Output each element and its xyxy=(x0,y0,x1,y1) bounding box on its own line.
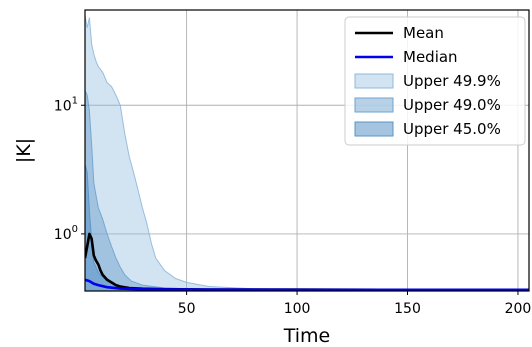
y-tick-label: 101 xyxy=(54,95,78,114)
lines xyxy=(85,232,529,291)
legend-swatch-band xyxy=(354,97,394,113)
legend: Mean Median Upper 49.9% Upper 49.0% Upper 45… xyxy=(344,16,526,146)
legend-item: Upper 49.9% xyxy=(354,72,501,90)
legend-swatch-band xyxy=(354,121,394,137)
legend-item: Mean xyxy=(355,24,444,42)
legend-label: Mean xyxy=(403,24,444,42)
legend-swatch-band xyxy=(354,73,394,89)
x-tick-label: 200 xyxy=(505,301,532,317)
y-axis: 100 101 xyxy=(54,95,85,243)
y-axis-label: |K| xyxy=(13,138,35,163)
x-tick-label: 50 xyxy=(178,301,196,317)
legend-box xyxy=(344,16,526,146)
legend-item: Upper 49.0% xyxy=(354,96,501,114)
legend-item: Median xyxy=(355,48,458,66)
x-tick-label: 150 xyxy=(394,301,421,317)
plot-frame xyxy=(84,9,530,292)
x-axis-label: Time xyxy=(283,325,331,347)
legend-label: Upper 49.9% xyxy=(403,72,501,90)
legend-item: Upper 45.0% xyxy=(354,120,501,138)
series-line-median xyxy=(85,278,529,291)
x-tick-label: 100 xyxy=(284,301,311,317)
legend-label: Median xyxy=(403,48,458,66)
legend-label: Upper 45.0% xyxy=(403,120,501,138)
legend-label: Upper 49.0% xyxy=(403,96,501,114)
y-tick-label: 100 xyxy=(54,224,78,243)
x-axis: 50 100 150 200 xyxy=(178,291,532,317)
